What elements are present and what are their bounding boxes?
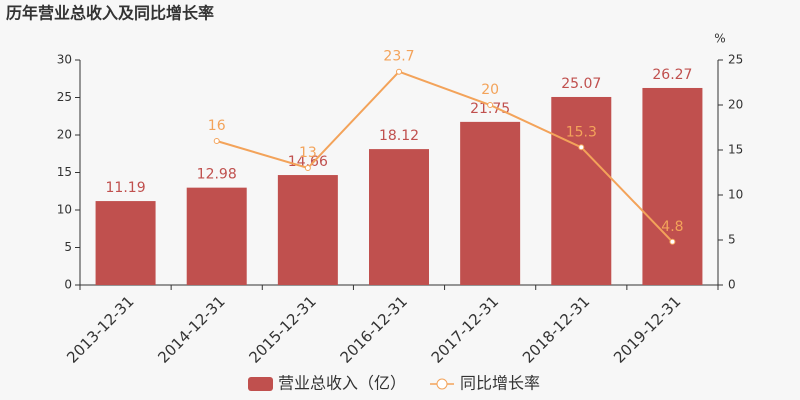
- bar-value-label: 25.07: [561, 76, 601, 92]
- y2-tick-label: 15: [728, 143, 743, 157]
- y-tick-label: 5: [64, 240, 72, 254]
- legend-label: 营业总收入（亿）: [278, 374, 406, 393]
- bar: [369, 149, 429, 285]
- bar: [186, 187, 247, 285]
- y2-axis-label: %: [714, 32, 725, 46]
- y-tick-label: 15: [57, 165, 72, 179]
- bar-value-label: 26.27: [652, 67, 692, 83]
- y2-tick-label: 25: [728, 53, 743, 67]
- legend-label: 同比增长率: [460, 374, 540, 393]
- line-point: [578, 144, 585, 151]
- y-tick-label: 25: [57, 90, 72, 104]
- line-point: [487, 102, 494, 108]
- bar: [277, 175, 338, 285]
- x-tick-label: 2018-12-31: [519, 292, 593, 366]
- chart-title: 历年营业总收入及同比增长率: [6, 4, 214, 23]
- y-tick-label: 0: [64, 278, 72, 292]
- y-tick-label: 20: [57, 128, 72, 142]
- line-point: [396, 68, 402, 75]
- line-point: [304, 165, 311, 171]
- line-value-label: 23.7: [383, 49, 414, 65]
- y-tick-label: 30: [57, 53, 72, 67]
- line: [216, 70, 674, 243]
- bar: [460, 121, 521, 285]
- x-tick-label: 2015-12-31: [245, 292, 319, 366]
- x-tick-label: 2013-12-31: [63, 292, 137, 366]
- y2-tick-label: 5: [728, 233, 736, 247]
- x-tick-label: 2019-12-31: [610, 292, 684, 366]
- bar: [95, 201, 156, 285]
- line-value-label: 15.3: [566, 124, 597, 140]
- line-point: [669, 238, 676, 245]
- bar: [551, 96, 612, 285]
- y-tick-label: 10: [57, 203, 72, 217]
- line-value-label: 13: [299, 145, 317, 161]
- legend-marker: [436, 378, 448, 390]
- line-point: [213, 138, 220, 144]
- x-tick-label: 2017-12-31: [428, 292, 502, 366]
- bar-value-label: 18.12: [379, 128, 419, 144]
- line-value-label: 16: [208, 118, 226, 134]
- line-value-label: 4.8: [661, 219, 683, 235]
- bar-value-label: 11.19: [106, 180, 146, 196]
- bar-value-label: 12.98: [197, 167, 237, 183]
- x-tick-label: 2016-12-31: [337, 292, 411, 366]
- bar: [642, 87, 703, 285]
- x-tick-label: 2014-12-31: [154, 292, 228, 366]
- legend-marker: [248, 377, 273, 391]
- y2-tick-label: 10: [728, 188, 743, 202]
- bar-value-label: 21.75: [470, 101, 510, 117]
- line-value-label: 20: [481, 82, 499, 98]
- y2-tick-label: 0: [728, 278, 736, 292]
- y2-tick-label: 20: [728, 98, 743, 112]
